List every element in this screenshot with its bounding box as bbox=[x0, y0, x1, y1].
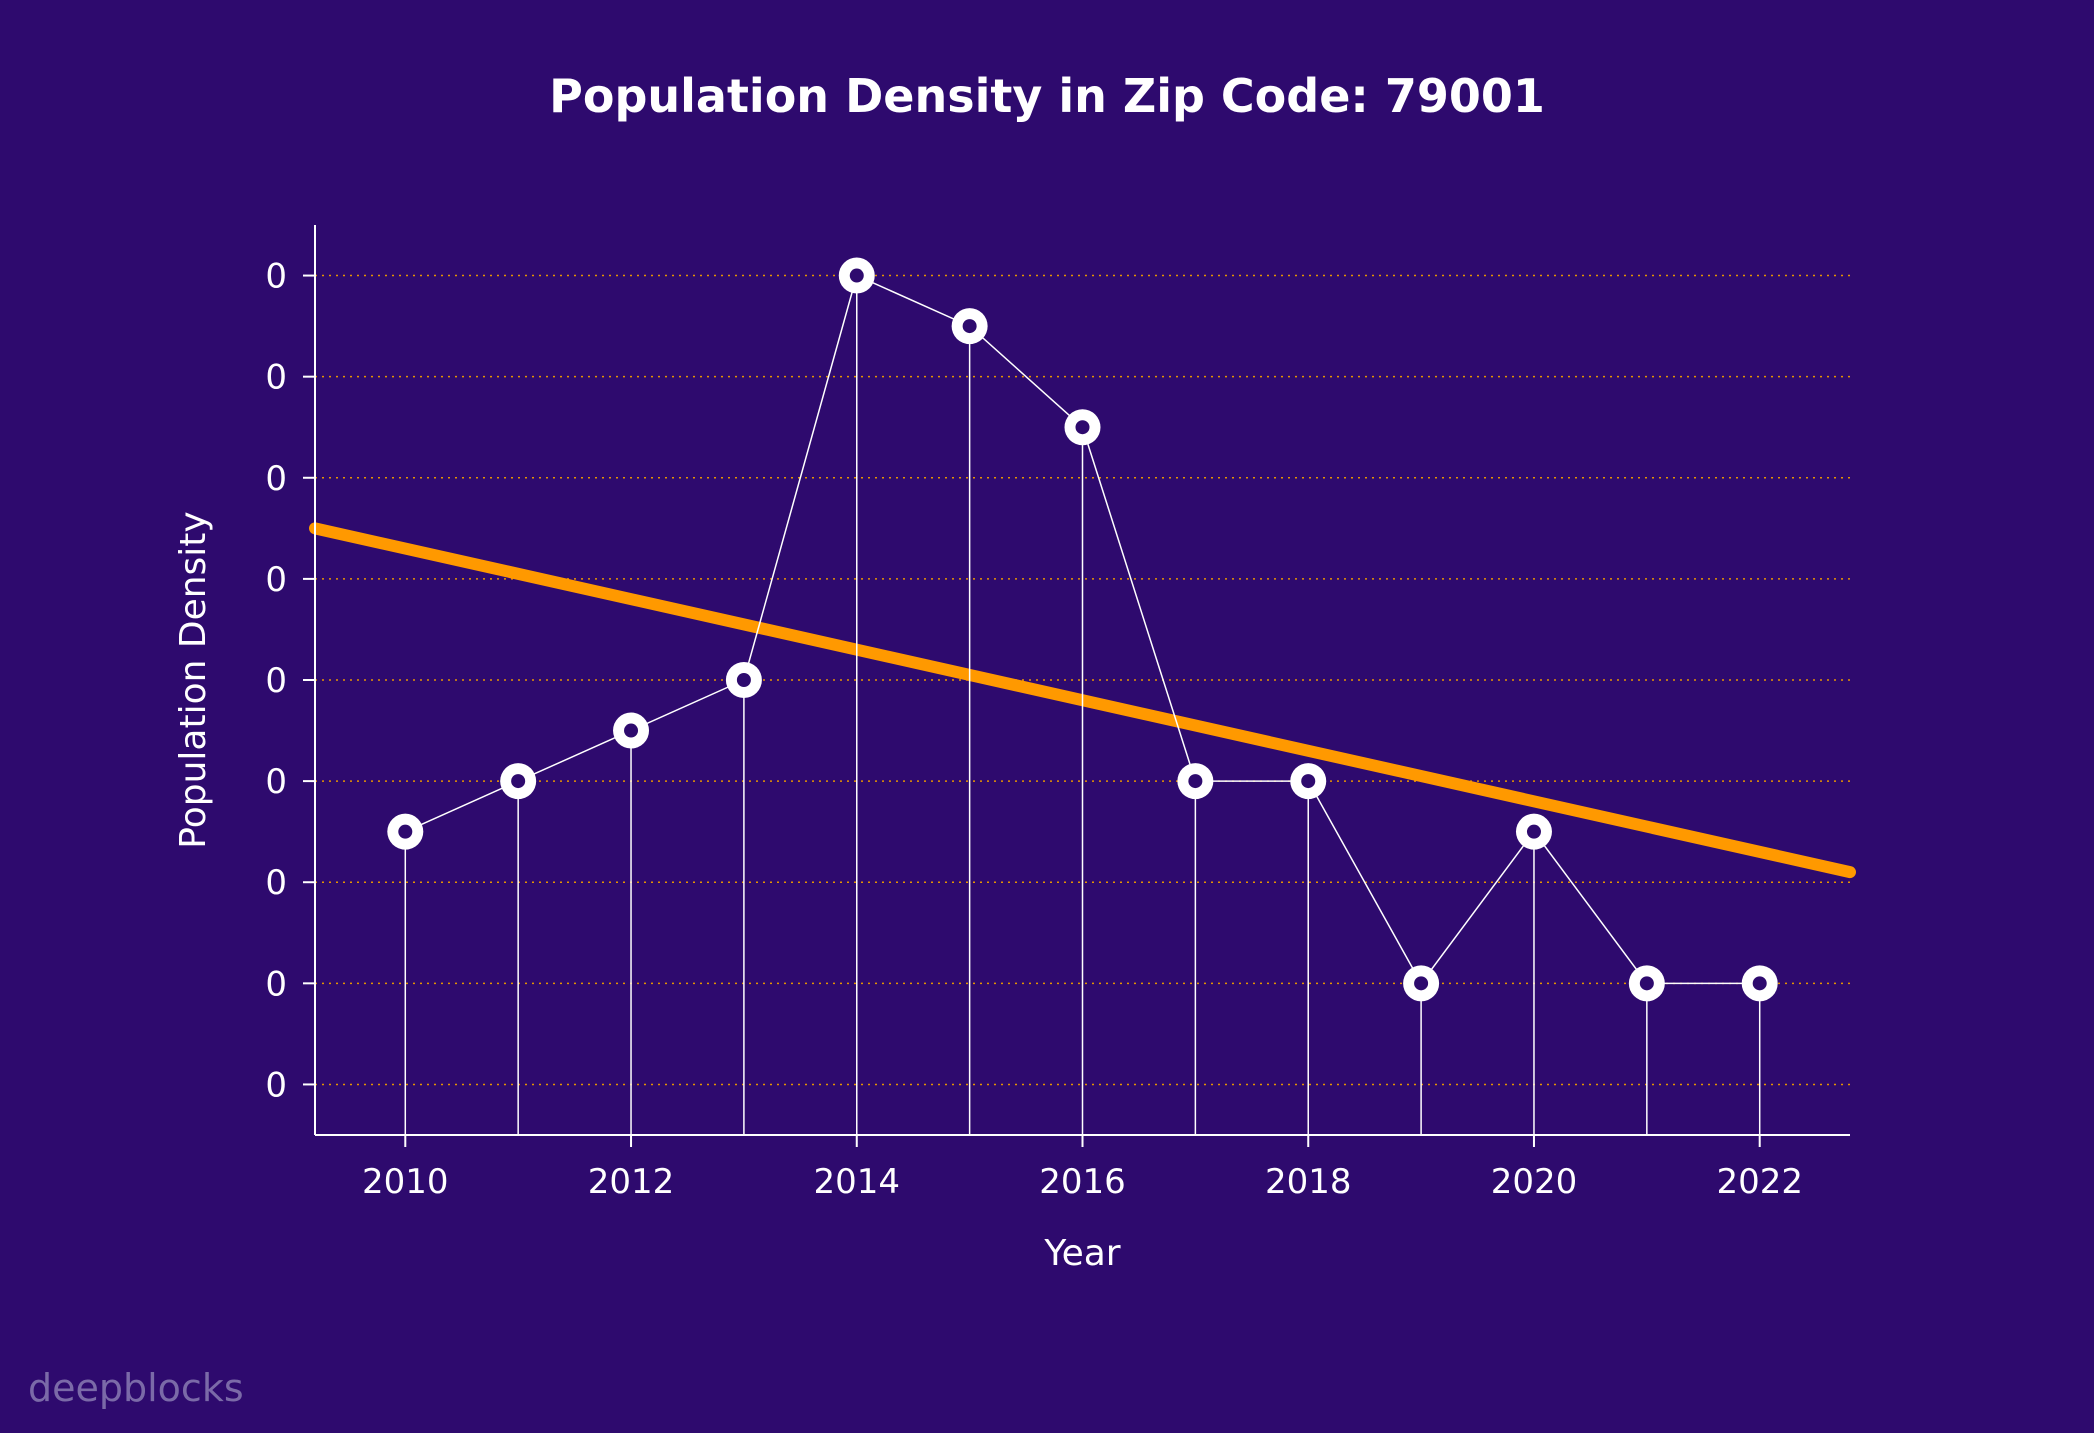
marker-inner bbox=[1301, 774, 1315, 788]
ytick-label: 0 bbox=[265, 560, 287, 600]
xtick-label: 2016 bbox=[1039, 1162, 1126, 1202]
xtick-label: 2020 bbox=[1491, 1162, 1578, 1202]
xtick-label: 2012 bbox=[588, 1162, 675, 1202]
xtick-label: 2022 bbox=[1716, 1162, 1803, 1202]
ylabel: Population Density bbox=[173, 511, 214, 848]
xlabel: Year bbox=[1043, 1233, 1120, 1274]
marker-inner bbox=[850, 269, 864, 283]
ytick-label: 0 bbox=[265, 459, 287, 499]
marker-inner bbox=[624, 724, 638, 738]
ytick-label: 0 bbox=[265, 863, 287, 903]
marker-inner bbox=[1527, 825, 1541, 839]
marker-inner bbox=[511, 774, 525, 788]
xtick-label: 2010 bbox=[362, 1162, 449, 1202]
marker-inner bbox=[1414, 976, 1428, 990]
marker-inner bbox=[1640, 976, 1654, 990]
xtick-label: 2018 bbox=[1265, 1162, 1352, 1202]
watermark: deepblocks bbox=[28, 1366, 244, 1410]
marker-inner bbox=[398, 825, 412, 839]
ytick-label: 0 bbox=[265, 964, 287, 1004]
chart-svg: 2010 2012 2014 2016 2018 2020 2022 0 0 0 0 0 0 0 0 0 Yea… bbox=[0, 0, 2094, 1433]
ytick-label: 0 bbox=[265, 1065, 287, 1105]
marker-inner bbox=[1076, 420, 1090, 434]
ytick-label: 0 bbox=[265, 358, 287, 398]
chart-container: 2010 2012 2014 2016 2018 2020 2022 0 0 0 0 0 0 0 0 0 Yea… bbox=[0, 0, 2094, 1433]
marker-inner bbox=[1188, 774, 1202, 788]
xtick-label: 2014 bbox=[813, 1162, 900, 1202]
ytick-label: 0 bbox=[265, 762, 287, 802]
marker-inner bbox=[1753, 976, 1767, 990]
ytick-label: 0 bbox=[265, 661, 287, 701]
ytick-label: 0 bbox=[265, 257, 287, 297]
chart-title: Population Density in Zip Code: 79001 bbox=[549, 69, 1545, 123]
marker-inner bbox=[737, 673, 751, 687]
marker-inner bbox=[963, 319, 977, 333]
